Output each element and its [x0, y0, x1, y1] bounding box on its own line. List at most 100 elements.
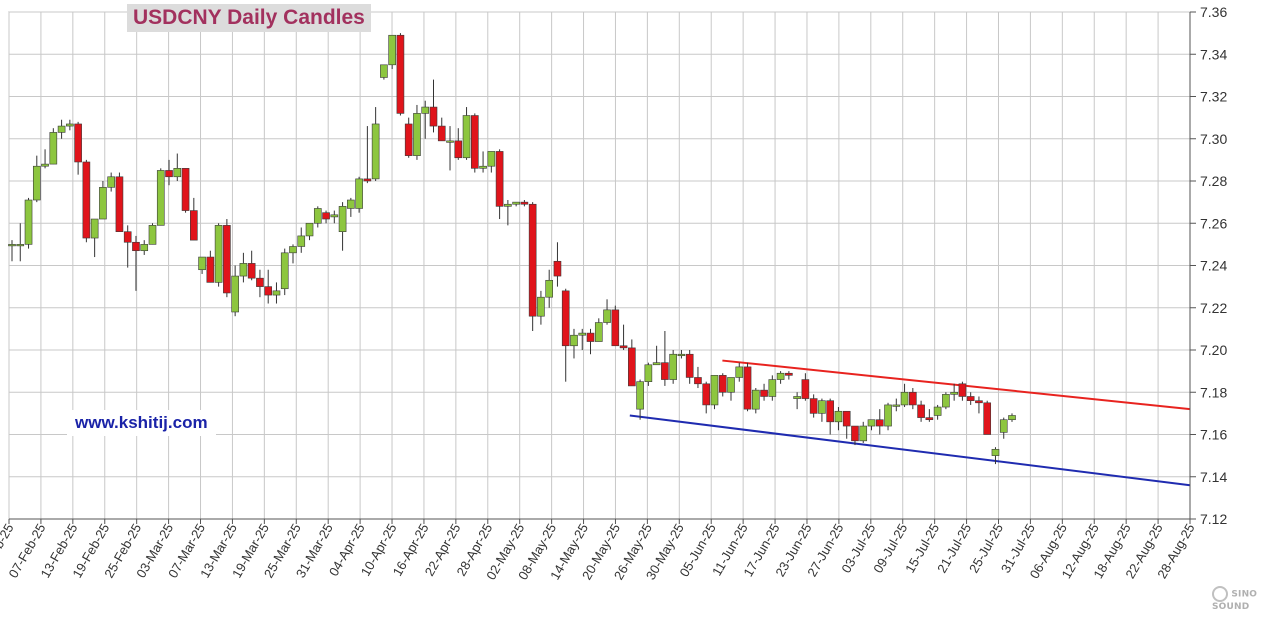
candle-body: [867, 419, 876, 427]
candle-body: [801, 379, 810, 399]
candle-up: [107, 172, 115, 192]
candle-up: [677, 350, 686, 359]
candle-down: [553, 242, 562, 287]
candle-body: [462, 115, 471, 159]
candle-down: [74, 121, 82, 175]
candles-layer: [8, 33, 1016, 465]
candle-body: [884, 404, 892, 427]
candle-up: [942, 392, 950, 410]
candle-down: [561, 288, 570, 382]
resistance-trendline: [722, 359, 1191, 411]
candle-body: [851, 425, 859, 442]
candle-body: [652, 362, 661, 366]
candle-body: [49, 132, 58, 165]
candle-down: [322, 210, 330, 224]
support-trendline: [629, 414, 1191, 487]
candle-body: [909, 391, 917, 406]
candle-up: [355, 176, 363, 213]
candle-up: [16, 223, 25, 262]
candle-up: [330, 210, 339, 224]
candle-up: [537, 290, 545, 325]
candle-body: [156, 170, 165, 226]
candle-body: [793, 396, 801, 399]
candle-up: [1008, 413, 1016, 422]
candle-body: [404, 123, 413, 156]
candle-body: [826, 400, 834, 423]
candle-down: [983, 400, 992, 435]
candle-down: [875, 409, 884, 435]
candle-down: [966, 392, 975, 405]
candle-body: [975, 400, 983, 404]
candle-up: [545, 269, 554, 308]
candle-body: [437, 125, 446, 142]
candle-body: [322, 212, 330, 220]
candle-down: [223, 219, 231, 298]
candle-down: [206, 250, 215, 283]
candle-body: [214, 225, 223, 283]
candle-up: [751, 388, 760, 414]
candle-body: [132, 241, 140, 252]
candle-up: [776, 371, 785, 384]
candle-body: [429, 106, 438, 127]
candle-body: [578, 332, 587, 336]
candle-down: [470, 113, 479, 173]
candle-body: [570, 334, 578, 347]
y-tick-label: 7.16: [1200, 427, 1227, 443]
y-tick-label: 7.20: [1200, 342, 1227, 358]
candle-up: [933, 404, 942, 420]
candle-body: [90, 218, 99, 239]
candle-body: [107, 176, 115, 188]
candle-body: [347, 199, 355, 209]
candle-body: [710, 375, 719, 406]
candle-body: [231, 275, 239, 313]
y-tick-label: 7.24: [1200, 258, 1227, 274]
candle-up: [636, 379, 644, 420]
candle-up: [710, 375, 719, 410]
candle-up: [239, 252, 248, 283]
candle-body: [504, 203, 512, 207]
candle-down: [247, 250, 256, 281]
candle-up: [504, 200, 512, 226]
candle-up: [198, 256, 206, 274]
candle-body: [272, 290, 281, 296]
y-tick-label: 7.26: [1200, 215, 1227, 231]
candle-body: [313, 208, 322, 224]
candle-up: [24, 197, 33, 249]
candle-body: [421, 106, 430, 114]
candle-up: [49, 128, 58, 165]
candle-down: [785, 371, 793, 380]
candle-up: [793, 392, 801, 410]
candle-body: [561, 290, 570, 347]
candle-body: [694, 377, 702, 385]
candle-up: [603, 299, 611, 325]
candle-body: [396, 34, 405, 114]
candle-up: [594, 318, 603, 342]
candle-up: [892, 398, 901, 412]
candle-body: [718, 375, 727, 393]
candle-body: [628, 347, 636, 387]
candle-body: [842, 410, 851, 427]
candle-body: [528, 203, 537, 317]
candle-body: [677, 353, 686, 357]
candle-body: [760, 389, 768, 397]
candle-body: [148, 225, 157, 245]
candle-body: [520, 201, 529, 205]
candle-body: [933, 406, 942, 416]
candle-body: [636, 381, 644, 410]
candle-up: [768, 375, 777, 401]
candle-up: [41, 149, 49, 169]
candle-up: [462, 107, 471, 160]
candle-body: [809, 398, 818, 414]
candle-down: [611, 305, 620, 347]
candle-body: [297, 235, 306, 247]
candle-up: [214, 223, 223, 287]
candle-up: [446, 126, 454, 171]
candle-up: [512, 201, 520, 207]
candle-down: [975, 396, 983, 414]
candle-body: [305, 222, 314, 237]
candle-body: [363, 178, 372, 182]
candle-body: [198, 256, 206, 271]
candle-up: [280, 248, 289, 296]
candle-down: [115, 172, 124, 232]
candle-body: [264, 286, 273, 296]
